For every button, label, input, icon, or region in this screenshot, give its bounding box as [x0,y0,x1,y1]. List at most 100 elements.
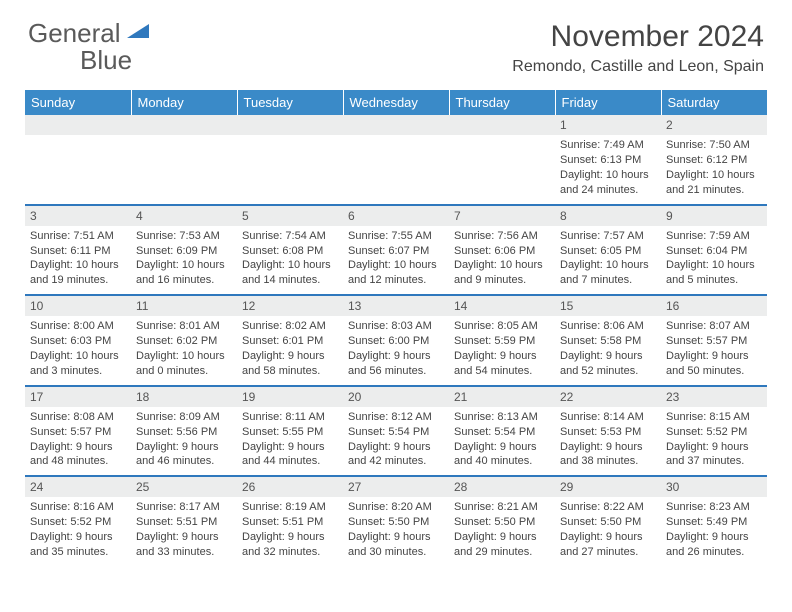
daylight-text: Daylight: 9 hours and 35 minutes. [30,530,126,560]
calendar-cell: 1Sunrise: 7:49 AMSunset: 6:13 PMDaylight… [555,115,661,205]
calendar-cell: 25Sunrise: 8:17 AMSunset: 5:51 PMDayligh… [131,476,237,566]
calendar-cell: 6Sunrise: 7:55 AMSunset: 6:07 PMDaylight… [343,205,449,296]
calendar-cell: 23Sunrise: 8:15 AMSunset: 5:52 PMDayligh… [661,386,767,477]
day-body: Sunrise: 8:15 AMSunset: 5:52 PMDaylight:… [661,407,767,475]
sunrise-text: Sunrise: 7:53 AM [136,229,232,244]
day-number: 6 [343,206,449,226]
daylight-text: Daylight: 10 hours and 5 minutes. [666,258,762,288]
sunrise-text: Sunrise: 8:06 AM [560,319,656,334]
sunrise-text: Sunrise: 7:50 AM [666,138,762,153]
day-body: Sunrise: 7:59 AMSunset: 6:04 PMDaylight:… [661,226,767,294]
day-body [131,135,237,159]
calendar-cell: 20Sunrise: 8:12 AMSunset: 5:54 PMDayligh… [343,386,449,477]
calendar-cell [343,115,449,205]
day-number: 16 [661,296,767,316]
day-body: Sunrise: 8:11 AMSunset: 5:55 PMDaylight:… [237,407,343,475]
calendar-cell: 2Sunrise: 7:50 AMSunset: 6:12 PMDaylight… [661,115,767,205]
daylight-text: Daylight: 9 hours and 48 minutes. [30,440,126,470]
calendar-cell: 3Sunrise: 7:51 AMSunset: 6:11 PMDaylight… [25,205,131,296]
sunset-text: Sunset: 6:09 PM [136,244,232,259]
calendar-cell: 24Sunrise: 8:16 AMSunset: 5:52 PMDayligh… [25,476,131,566]
sunrise-text: Sunrise: 8:11 AM [242,410,338,425]
day-number: 15 [555,296,661,316]
day-number: 21 [449,387,555,407]
calendar-cell: 13Sunrise: 8:03 AMSunset: 6:00 PMDayligh… [343,295,449,386]
sunset-text: Sunset: 6:13 PM [560,153,656,168]
sunrise-text: Sunrise: 8:01 AM [136,319,232,334]
sunset-text: Sunset: 5:54 PM [454,425,550,440]
day-number: 19 [237,387,343,407]
sunrise-text: Sunrise: 8:02 AM [242,319,338,334]
day-number: 4 [131,206,237,226]
sunrise-text: Sunrise: 8:00 AM [30,319,126,334]
day-body: Sunrise: 8:20 AMSunset: 5:50 PMDaylight:… [343,497,449,565]
calendar-cell: 22Sunrise: 8:14 AMSunset: 5:53 PMDayligh… [555,386,661,477]
daylight-text: Daylight: 9 hours and 52 minutes. [560,349,656,379]
sunset-text: Sunset: 5:49 PM [666,515,762,530]
day-number [25,115,131,135]
sunrise-text: Sunrise: 8:23 AM [666,500,762,515]
sunrise-text: Sunrise: 7:56 AM [454,229,550,244]
day-body: Sunrise: 8:00 AMSunset: 6:03 PMDaylight:… [25,316,131,384]
sunset-text: Sunset: 6:01 PM [242,334,338,349]
day-number: 1 [555,115,661,135]
day-body: Sunrise: 8:06 AMSunset: 5:58 PMDaylight:… [555,316,661,384]
calendar-table: SundayMondayTuesdayWednesdayThursdayFrid… [25,90,767,566]
sunset-text: Sunset: 6:12 PM [666,153,762,168]
sunrise-text: Sunrise: 8:14 AM [560,410,656,425]
sunset-text: Sunset: 6:11 PM [30,244,126,259]
sunset-text: Sunset: 5:57 PM [666,334,762,349]
day-body: Sunrise: 8:05 AMSunset: 5:59 PMDaylight:… [449,316,555,384]
sunset-text: Sunset: 6:07 PM [348,244,444,259]
day-body: Sunrise: 8:14 AMSunset: 5:53 PMDaylight:… [555,407,661,475]
sunset-text: Sunset: 5:52 PM [30,515,126,530]
sunset-text: Sunset: 6:02 PM [136,334,232,349]
sunrise-text: Sunrise: 8:07 AM [666,319,762,334]
day-body: Sunrise: 8:08 AMSunset: 5:57 PMDaylight:… [25,407,131,475]
sunrise-text: Sunrise: 8:03 AM [348,319,444,334]
calendar-cell: 12Sunrise: 8:02 AMSunset: 6:01 PMDayligh… [237,295,343,386]
calendar-cell: 8Sunrise: 7:57 AMSunset: 6:05 PMDaylight… [555,205,661,296]
day-number: 28 [449,477,555,497]
calendar-cell: 28Sunrise: 8:21 AMSunset: 5:50 PMDayligh… [449,476,555,566]
daylight-text: Daylight: 9 hours and 37 minutes. [666,440,762,470]
calendar-cell: 26Sunrise: 8:19 AMSunset: 5:51 PMDayligh… [237,476,343,566]
day-body: Sunrise: 8:16 AMSunset: 5:52 PMDaylight:… [25,497,131,565]
daylight-text: Daylight: 9 hours and 26 minutes. [666,530,762,560]
calendar-week: 24Sunrise: 8:16 AMSunset: 5:52 PMDayligh… [25,476,767,566]
calendar-cell [131,115,237,205]
day-number: 22 [555,387,661,407]
sunrise-text: Sunrise: 8:19 AM [242,500,338,515]
sunrise-text: Sunrise: 7:55 AM [348,229,444,244]
sunset-text: Sunset: 5:51 PM [242,515,338,530]
sunset-text: Sunset: 5:58 PM [560,334,656,349]
sunrise-text: Sunrise: 8:21 AM [454,500,550,515]
day-number: 7 [449,206,555,226]
day-body: Sunrise: 8:12 AMSunset: 5:54 PMDaylight:… [343,407,449,475]
day-body: Sunrise: 8:02 AMSunset: 6:01 PMDaylight:… [237,316,343,384]
day-header: Tuesday [237,90,343,115]
sunrise-text: Sunrise: 7:59 AM [666,229,762,244]
day-number [131,115,237,135]
sunrise-text: Sunrise: 8:08 AM [30,410,126,425]
day-number: 26 [237,477,343,497]
daylight-text: Daylight: 9 hours and 50 minutes. [666,349,762,379]
sunset-text: Sunset: 5:59 PM [454,334,550,349]
sunset-text: Sunset: 5:54 PM [348,425,444,440]
day-body: Sunrise: 8:17 AMSunset: 5:51 PMDaylight:… [131,497,237,565]
calendar-week: 10Sunrise: 8:00 AMSunset: 6:03 PMDayligh… [25,295,767,386]
daylight-text: Daylight: 10 hours and 0 minutes. [136,349,232,379]
day-number: 10 [25,296,131,316]
day-body: Sunrise: 7:50 AMSunset: 6:12 PMDaylight:… [661,135,767,203]
day-number: 25 [131,477,237,497]
header: General Blue November 2024 Remondo, Cast… [0,0,792,82]
sunrise-text: Sunrise: 7:54 AM [242,229,338,244]
triangle-icon [127,24,149,42]
sunset-text: Sunset: 6:08 PM [242,244,338,259]
daylight-text: Daylight: 9 hours and 44 minutes. [242,440,338,470]
daylight-text: Daylight: 9 hours and 40 minutes. [454,440,550,470]
sunset-text: Sunset: 6:05 PM [560,244,656,259]
sunset-text: Sunset: 5:56 PM [136,425,232,440]
sunset-text: Sunset: 5:50 PM [454,515,550,530]
day-body [25,135,131,159]
